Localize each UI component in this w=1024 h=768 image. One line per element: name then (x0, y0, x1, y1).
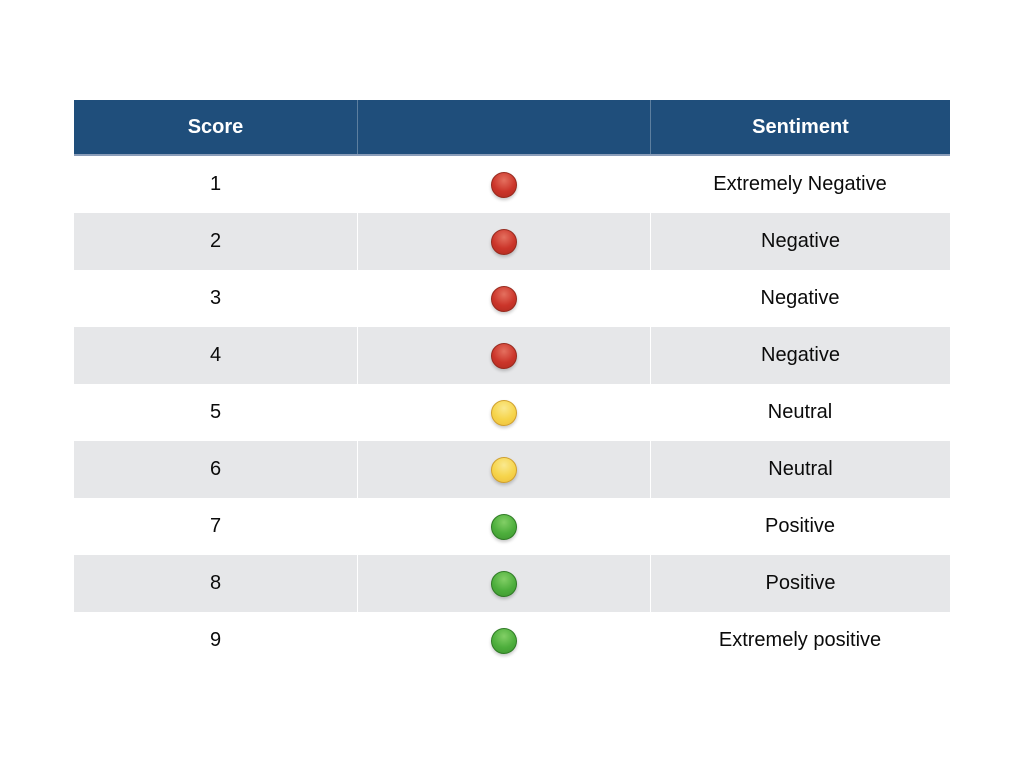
sentiment-cell: Positive (764, 515, 836, 537)
table-row: 2 Negative (74, 213, 950, 270)
indicator-cell (357, 213, 650, 270)
sentiment-cell: Negative (650, 213, 950, 270)
sentiment-score-table: Score Sentiment 1 Extremely Negative 2 N… (74, 100, 950, 669)
sentiment-cell: Extremely positive (718, 629, 882, 651)
indicator-cell (357, 327, 650, 384)
table-row: 3 Negative (74, 270, 950, 327)
indicator-cell (357, 612, 650, 669)
table-row: 1 Extremely Negative (74, 156, 950, 213)
sentiment-cell: Neutral (767, 401, 833, 423)
indicator-cell (357, 384, 650, 441)
sentiment-dot-icon (490, 513, 517, 540)
table-header-row: Score Sentiment (74, 100, 950, 156)
sentiment-dot-icon (491, 456, 517, 483)
indicator-cell (357, 270, 650, 327)
score-cell: 8 (209, 572, 222, 594)
score-cell: 2 (209, 230, 222, 252)
sentiment-dot-icon (491, 342, 517, 369)
sentiment-cell: Negative (760, 287, 840, 309)
column-header-indicator (357, 100, 650, 154)
table-row: 8 Positive (74, 555, 950, 612)
indicator-cell (357, 441, 650, 498)
sentiment-dot-icon (491, 570, 517, 597)
sentiment-dot-icon (490, 171, 517, 198)
sentiment-cell: Neutral (650, 441, 950, 498)
column-header-score: Score (187, 115, 244, 138)
score-cell: 9 (209, 629, 222, 651)
table-row: 4 Negative (74, 327, 950, 384)
sentiment-dot-icon (490, 399, 517, 426)
table-row: 9 Extremely positive (74, 612, 950, 669)
indicator-cell (357, 498, 650, 555)
score-cell: 3 (209, 287, 222, 309)
score-cell: 4 (209, 344, 222, 366)
table-row: 6 Neutral (74, 441, 950, 498)
indicator-cell (357, 156, 650, 213)
table-row: 7 Positive (74, 498, 950, 555)
score-cell: 1 (209, 173, 222, 195)
table-row: 5 Neutral (74, 384, 950, 441)
sentiment-dot-icon (491, 228, 517, 255)
table-body: 1 Extremely Negative 2 Negative 3 Negati… (74, 156, 950, 669)
score-cell: 6 (209, 458, 222, 480)
sentiment-cell: Negative (650, 327, 950, 384)
sentiment-dot-icon (490, 627, 517, 654)
sentiment-cell: Extremely Negative (713, 173, 887, 195)
score-cell: 5 (209, 401, 222, 423)
column-header-sentiment: Sentiment (650, 100, 950, 154)
score-cell: 7 (209, 515, 222, 537)
indicator-cell (357, 555, 650, 612)
sentiment-dot-icon (490, 285, 517, 312)
sentiment-cell: Positive (650, 555, 950, 612)
